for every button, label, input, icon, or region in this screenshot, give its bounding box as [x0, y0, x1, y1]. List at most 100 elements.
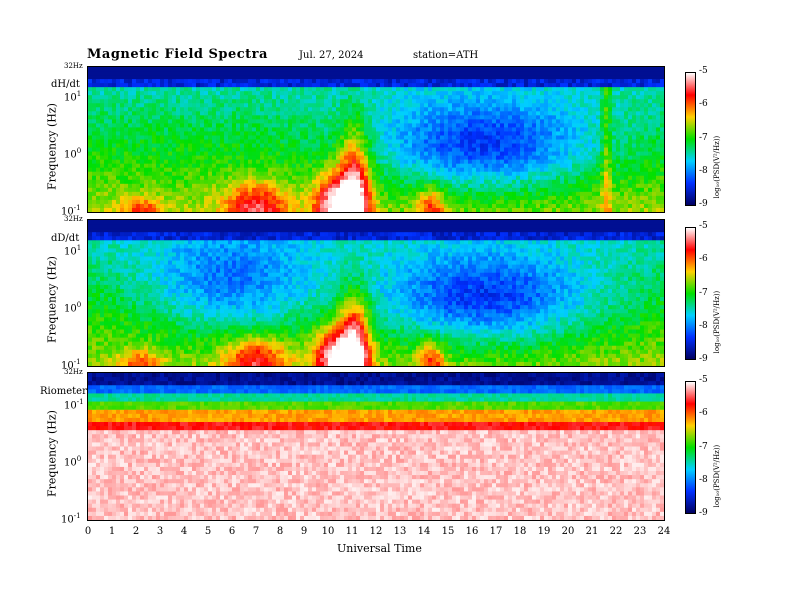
heatmap-cell: [264, 183, 269, 189]
heatmap-cell: [608, 175, 613, 181]
heatmap-cell: [224, 171, 229, 177]
heatmap-cell: [264, 207, 269, 212]
heatmap-cell: [148, 83, 153, 88]
heatmap-cell: [128, 171, 133, 177]
heatmap-cell: [272, 75, 277, 80]
heatmap-cell: [316, 119, 321, 124]
heatmap-cell: [96, 123, 101, 129]
heatmap-cell: [464, 75, 469, 80]
heatmap-cell: [216, 171, 221, 177]
heatmap-cell: [184, 187, 189, 193]
heatmap-cell: [504, 87, 509, 92]
heatmap-cell: [444, 187, 449, 193]
heatmap-cell: [360, 71, 365, 76]
heatmap-cell: [260, 183, 265, 189]
heatmap-cell: [276, 167, 281, 173]
heatmap-cell: [592, 151, 597, 157]
heatmap-cell: [552, 83, 557, 88]
heatmap-cell: [120, 203, 125, 209]
heatmap-cell: [248, 207, 253, 212]
heatmap-cell: [168, 103, 173, 108]
heatmap-cell: [552, 171, 557, 177]
heatmap-cell: [436, 79, 441, 84]
heatmap-cell: [380, 107, 385, 112]
heatmap-cell: [204, 195, 209, 201]
heatmap-cell: [172, 87, 177, 92]
heatmap-cell: [548, 71, 553, 76]
heatmap-cell: [340, 111, 345, 116]
heatmap-cell: [300, 183, 305, 189]
heatmap-cell: [348, 151, 353, 157]
heatmap-cell: [164, 175, 169, 181]
heatmap-cell: [244, 75, 249, 80]
heatmap-cell: [392, 107, 397, 112]
heatmap-cell: [248, 131, 253, 137]
heatmap-cell: [456, 183, 461, 189]
heatmap-cell: [328, 83, 333, 88]
heatmap-cell: [380, 115, 385, 120]
heatmap-cell: [236, 175, 241, 181]
heatmap-cell: [508, 115, 513, 120]
heatmap-cell: [192, 83, 197, 88]
heatmap-cell: [400, 203, 405, 209]
heatmap-cell: [564, 175, 569, 181]
heatmap-cell: [404, 159, 409, 165]
heatmap-cell: [596, 143, 601, 149]
heatmap-cell: [120, 155, 125, 161]
heatmap-cell: [196, 151, 201, 157]
heatmap-cell: [384, 195, 389, 201]
heatmap-cell: [172, 91, 177, 96]
heatmap-cell: [336, 91, 341, 96]
heatmap-cell: [428, 87, 433, 92]
heatmap-cell: [136, 171, 141, 177]
heatmap-cell: [576, 207, 581, 212]
heatmap-cell: [184, 199, 189, 205]
heatmap-cell: [144, 171, 149, 177]
heatmap-cell: [612, 115, 617, 120]
heatmap-cell: [248, 83, 253, 88]
heatmap-cell: [328, 127, 333, 133]
heatmap-cell: [180, 79, 185, 84]
heatmap-cell: [312, 175, 317, 181]
heatmap-cell: [392, 147, 397, 153]
heatmap-cell: [224, 99, 229, 104]
heatmap-cell: [384, 191, 389, 197]
heatmap-cell: [424, 135, 429, 141]
heatmap-cell: [136, 151, 141, 157]
heatmap-cell: [344, 151, 349, 157]
heatmap-cell: [88, 127, 93, 133]
heatmap-cell: [232, 151, 237, 157]
heatmap-cell: [628, 107, 633, 112]
heatmap-cell: [520, 87, 525, 92]
heatmap-cell: [204, 187, 209, 193]
heatmap-cell: [220, 131, 225, 137]
heatmap-cell: [516, 103, 521, 108]
heatmap-cell: [520, 167, 525, 173]
heatmap-cell: [492, 79, 497, 84]
heatmap-cell: [128, 71, 133, 76]
heatmap-cell: [496, 179, 501, 185]
heatmap-cell: [256, 79, 261, 84]
heatmap-cell: [104, 71, 109, 76]
heatmap-cell: [96, 179, 101, 185]
heatmap-cell: [540, 187, 545, 193]
heatmap-cell: [468, 147, 473, 153]
heatmap-cell: [236, 75, 241, 80]
heatmap-cell: [420, 71, 425, 76]
heatmap-cell: [608, 135, 613, 141]
heatmap-cell: [468, 175, 473, 181]
heatmap-cell: [356, 171, 361, 177]
heatmap-cell: [180, 103, 185, 108]
heatmap-cell: [332, 163, 337, 169]
heatmap-cell: [600, 75, 605, 80]
heatmap-cell: [544, 171, 549, 177]
heatmap-cell: [256, 131, 261, 137]
heatmap-cell: [284, 131, 289, 137]
heatmap-cell: [276, 183, 281, 189]
heatmap-cell: [380, 95, 385, 100]
heatmap-cell: [504, 103, 509, 108]
heatmap-cell: [320, 127, 325, 133]
heatmap-cell: [392, 187, 397, 193]
heatmap-cell: [544, 71, 549, 76]
heatmap-cell: [612, 191, 617, 197]
